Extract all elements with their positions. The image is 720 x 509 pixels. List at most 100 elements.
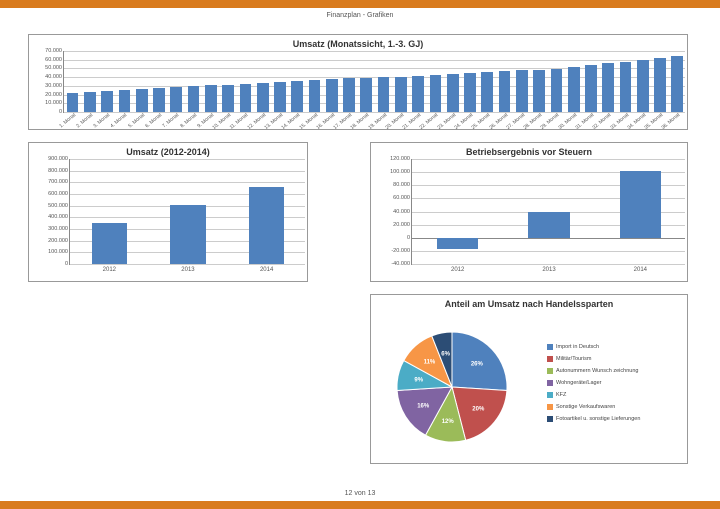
revenue-share-pie-chart: Anteil am Umsatz nach Handelssparten 26%… xyxy=(370,294,688,464)
x-tick-label: 14. Monat xyxy=(281,112,302,131)
page-border-top xyxy=(0,0,720,8)
gridline xyxy=(412,159,685,160)
bar xyxy=(136,89,148,112)
y-tick-label: 300.000 xyxy=(48,226,70,232)
legend-swatch xyxy=(547,380,553,386)
chart4-title: Anteil am Umsatz nach Handelssparten xyxy=(377,299,681,309)
legend-item: Autonummern Wunsch zeichnung xyxy=(547,368,640,374)
legend-swatch xyxy=(547,356,553,362)
x-tick-label: 7. Monat xyxy=(162,112,181,129)
bar xyxy=(568,67,580,112)
y-tick-label: 500.000 xyxy=(48,203,70,209)
y-tick-label: 80.000 xyxy=(393,182,412,188)
x-tick-label: 2. Monat xyxy=(75,112,94,129)
bar xyxy=(326,79,338,112)
pie-pct-label: 12% xyxy=(442,419,455,425)
x-tick-label: 32. Monat xyxy=(592,112,613,131)
x-tick-label: 12. Monat xyxy=(246,112,267,131)
gridline xyxy=(70,159,305,160)
x-tick-label: 2012 xyxy=(412,267,503,273)
x-tick-label: 15. Monat xyxy=(298,112,319,131)
bar xyxy=(188,86,200,112)
bar xyxy=(170,87,182,112)
monthly-revenue-chart: Umsatz (Monatssicht, 1.-3. GJ) 010.00020… xyxy=(28,34,688,130)
bar xyxy=(101,91,113,112)
x-tick-label: 26. Monat xyxy=(488,112,509,131)
gridline xyxy=(70,264,305,265)
legend-item: Wohngeräte/Lager xyxy=(547,380,640,386)
bar xyxy=(92,223,127,264)
bar xyxy=(499,71,511,112)
bar xyxy=(309,80,321,112)
legend-swatch xyxy=(547,392,553,398)
chart2-title: Umsatz (2012-2014) xyxy=(35,147,301,157)
x-tick-label: 8. Monat xyxy=(179,112,198,129)
x-tick-label: 2013 xyxy=(503,267,594,273)
operating-result-chart: Betriebsergebnis vor Steuern -40.000-20.… xyxy=(370,142,688,282)
page-content: Finanzplan - Grafiken Umsatz (Monatssich… xyxy=(0,8,720,501)
bar xyxy=(528,212,569,237)
y-tick-label: 10.000 xyxy=(45,100,64,106)
x-tick-label: 18. Monat xyxy=(350,112,371,131)
bar xyxy=(654,58,666,112)
x-tick-label: 2013 xyxy=(149,267,228,273)
y-tick-label: -20.000 xyxy=(391,248,412,254)
bar xyxy=(257,83,269,112)
y-tick-label: 200.000 xyxy=(48,238,70,244)
bar xyxy=(67,93,79,112)
chart4-pie: 26%20%12%16%9%11%6% xyxy=(377,311,537,461)
x-tick-label: 22. Monat xyxy=(419,112,440,131)
legend-label: Fotoartikel u. sonstige Lieferungen xyxy=(556,416,640,422)
bar xyxy=(84,92,96,112)
legend-label: Militär/Tourism xyxy=(556,356,591,362)
bar xyxy=(119,90,131,112)
y-tick-label: 600.000 xyxy=(48,191,70,197)
bar xyxy=(153,88,165,112)
x-tick-label: 2014 xyxy=(227,267,306,273)
y-tick-label: 100.000 xyxy=(390,169,412,175)
y-tick-label: 900.000 xyxy=(48,156,70,162)
x-tick-label: 5. Monat xyxy=(127,112,146,129)
x-tick-label: 29. Monat xyxy=(540,112,561,131)
y-tick-label: 120.000 xyxy=(390,156,412,162)
bar xyxy=(222,85,234,112)
y-tick-label: 50.000 xyxy=(45,65,64,71)
y-tick-label: 400.000 xyxy=(48,214,70,220)
chart2-plot: 0100.000200.000300.000400.000500.000600.… xyxy=(69,159,305,265)
chart1-plot: 010.00020.00030.00040.00050.00060.00070.… xyxy=(63,51,685,113)
bar xyxy=(378,77,390,112)
y-tick-label: 20.000 xyxy=(45,92,64,98)
bar xyxy=(395,77,407,112)
y-tick-label: 30.000 xyxy=(45,83,64,89)
gridline xyxy=(412,264,685,265)
bar xyxy=(291,81,303,112)
y-tick-label: 60.000 xyxy=(393,195,412,201)
bar xyxy=(585,65,597,112)
x-tick-label: 4. Monat xyxy=(110,112,129,129)
bar xyxy=(481,72,493,112)
bar xyxy=(249,187,284,264)
bar xyxy=(533,70,545,113)
bar xyxy=(360,78,372,112)
bar xyxy=(602,63,614,112)
legend-label: KFZ xyxy=(556,392,566,398)
x-tick-label: 36. Monat xyxy=(661,112,682,131)
x-tick-label: 6. Monat xyxy=(144,112,163,129)
y-tick-label: 40.000 xyxy=(45,74,64,80)
legend-label: Sonstige Verkaufswaren xyxy=(556,404,615,410)
gridline xyxy=(70,182,305,183)
chart4-legend: Import in Deutsch Militär/Tourism Autonumm… xyxy=(547,344,640,428)
bar xyxy=(551,69,563,112)
legend-item: Import in Deutsch xyxy=(547,344,640,350)
bar xyxy=(437,238,478,250)
pie-pct-label: 6% xyxy=(441,352,450,358)
chart1-title: Umsatz (Monatssicht, 1.-3. GJ) xyxy=(35,39,681,49)
legend-item: Militär/Tourism xyxy=(547,356,640,362)
bar xyxy=(274,82,286,112)
gridline xyxy=(64,51,685,52)
bar xyxy=(205,85,217,112)
y-tick-label: 700.000 xyxy=(48,179,70,185)
x-tick-label: 25. Monat xyxy=(471,112,492,131)
y-tick-label: 0 xyxy=(59,109,64,115)
legend-label: Import in Deutsch xyxy=(556,344,599,350)
